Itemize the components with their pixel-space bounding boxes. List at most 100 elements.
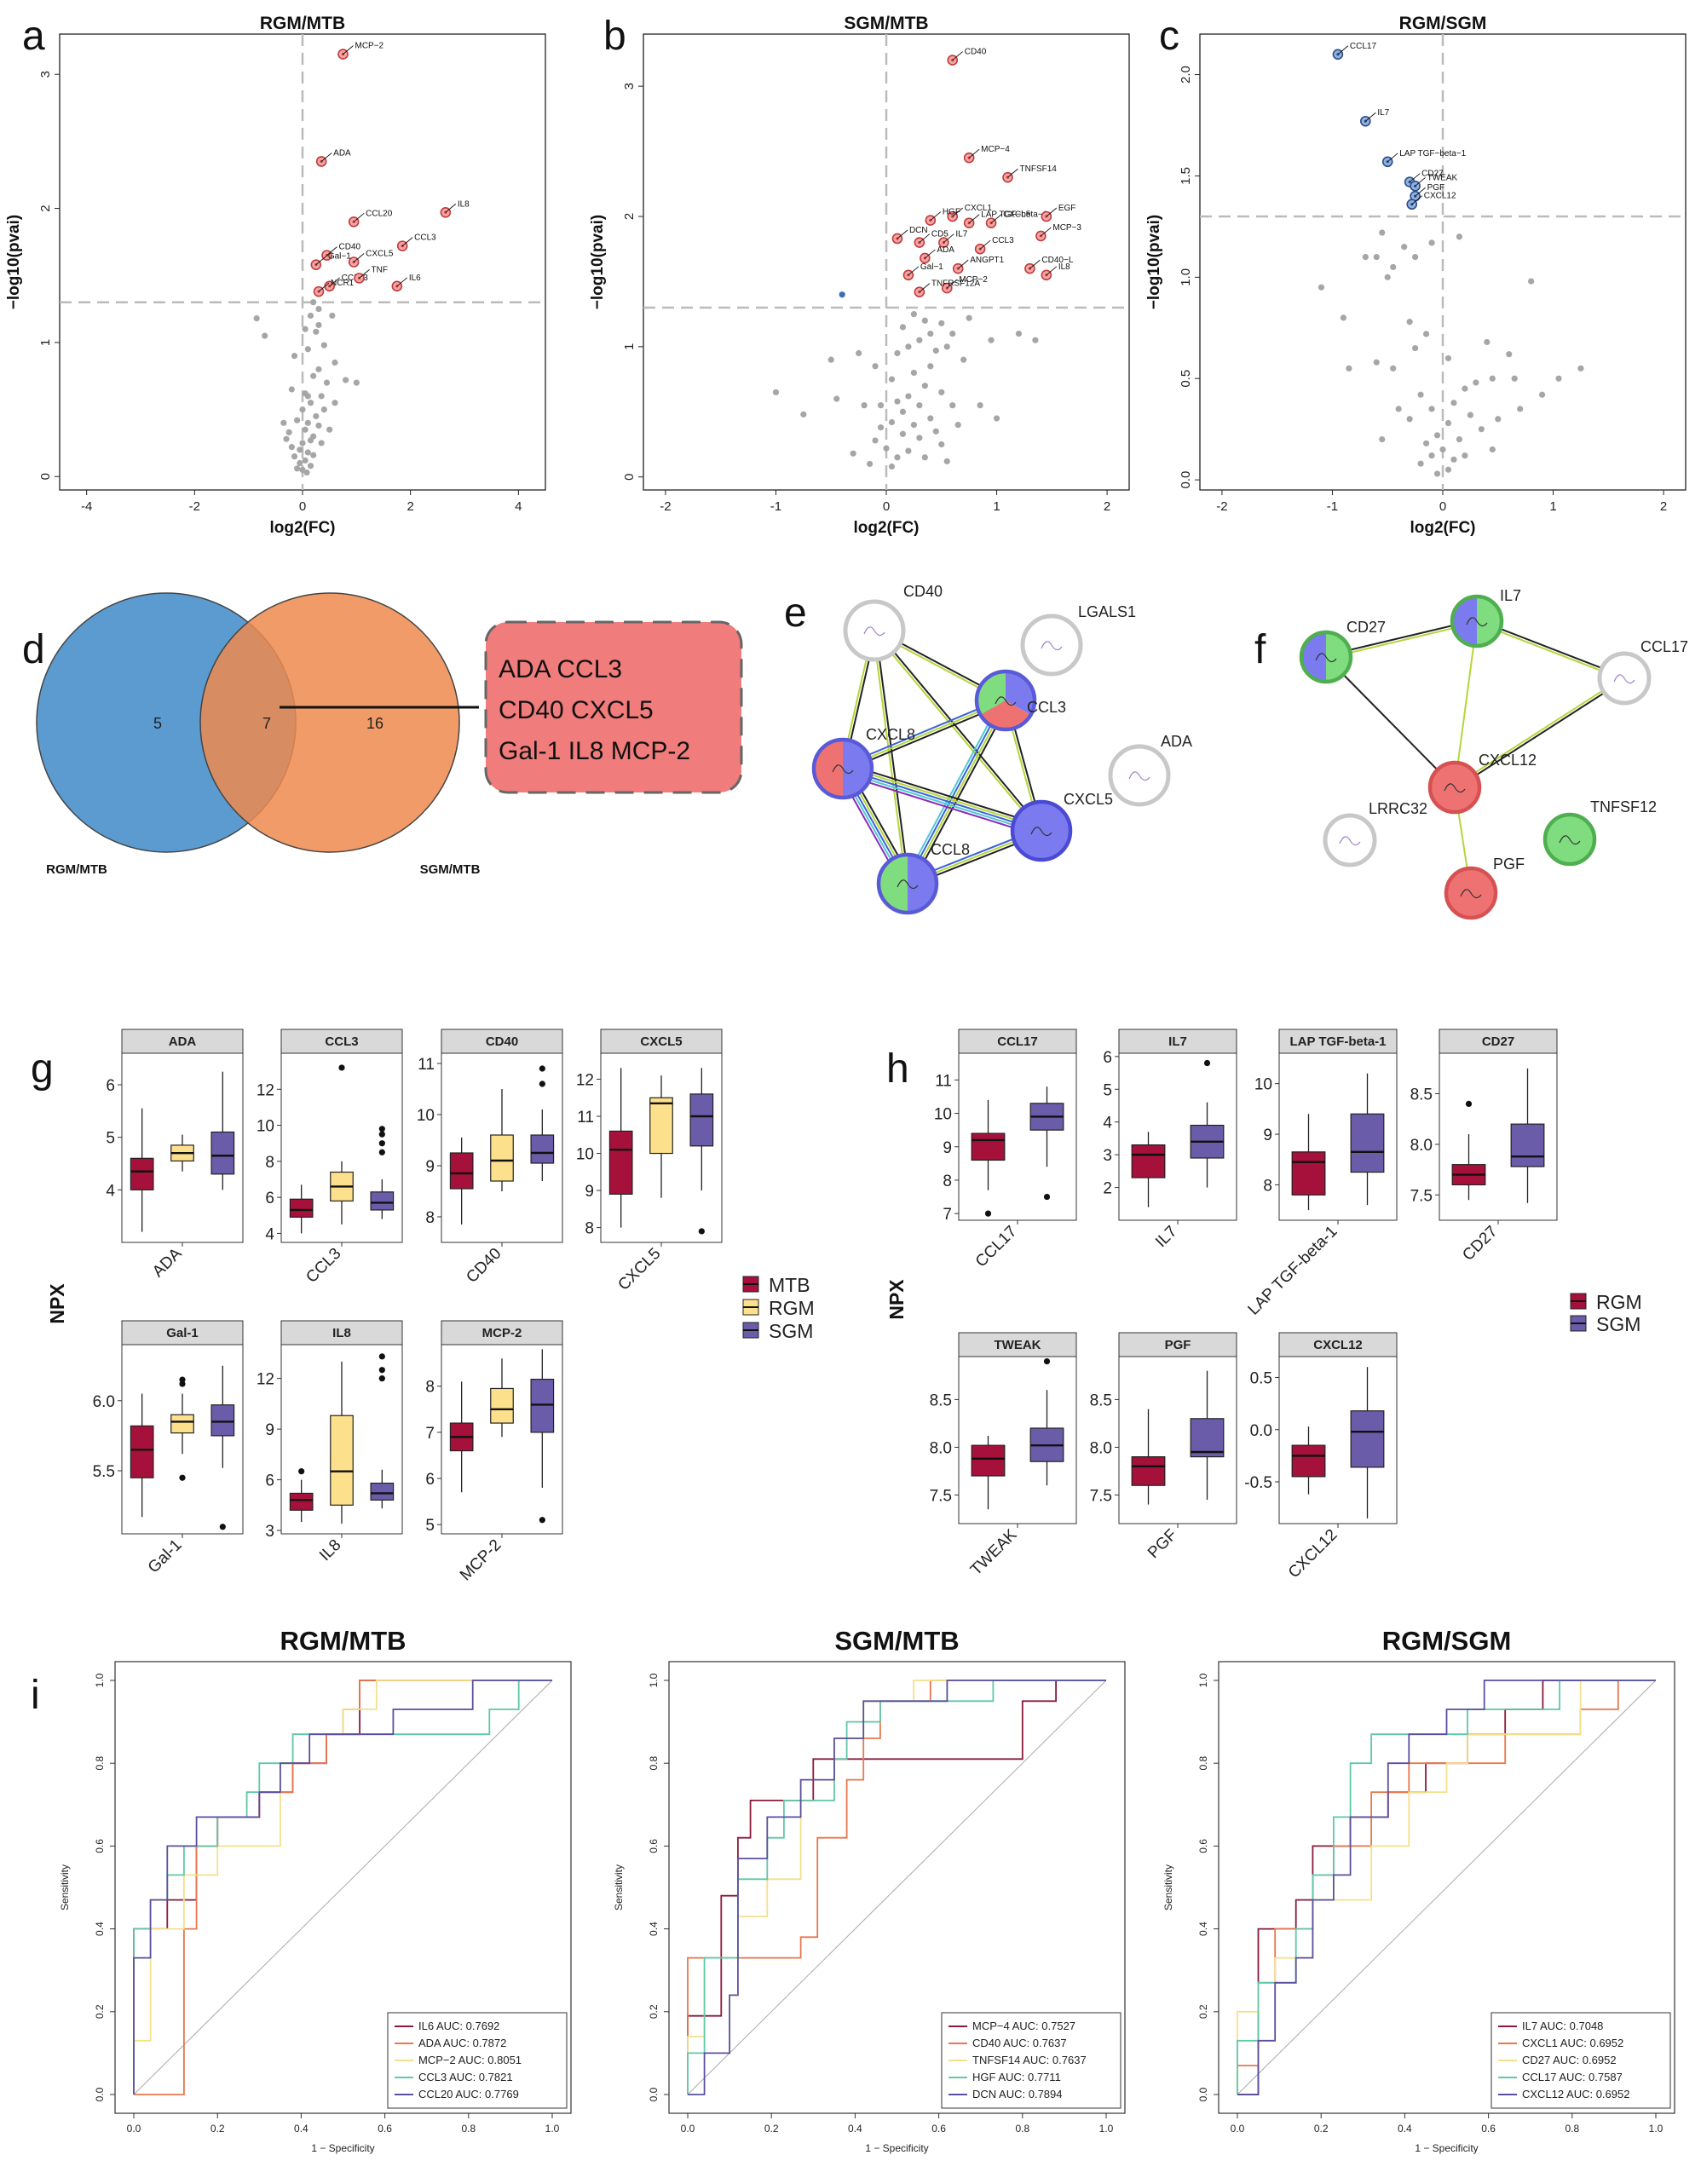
data-point: [877, 424, 885, 431]
data-point: [927, 363, 934, 370]
data-point: [921, 383, 928, 389]
data-point: [905, 393, 912, 400]
venn-box-line: ADA CCL3: [499, 655, 622, 683]
network-edge: [842, 768, 1042, 832]
data-point: [954, 421, 961, 429]
legend-label: CCL17 AUC: 0.7587: [1522, 2071, 1623, 2083]
label-leader: [1415, 176, 1426, 187]
y-tick-label: 6: [1103, 1049, 1112, 1067]
y-tick-label: 8: [943, 1173, 952, 1190]
facet-title: Gal-1: [166, 1326, 199, 1340]
facet-title: CCL3: [325, 1034, 358, 1049]
data-point: [943, 343, 950, 350]
data-point: [856, 349, 862, 357]
x-tick-label: CCL3: [303, 1245, 344, 1287]
gene-label: NCR1: [331, 279, 355, 288]
gene-label: IL7: [955, 230, 967, 239]
box-outlier: [219, 1524, 226, 1530]
label-leader: [353, 212, 365, 222]
y-tick-label: 0.8: [1197, 1756, 1209, 1771]
data-point: [297, 459, 303, 467]
y-tick-label: 8.0: [1090, 1439, 1112, 1457]
data-point: [905, 447, 912, 454]
data-point: [303, 469, 310, 476]
data-point: [899, 324, 907, 331]
facet-strip: [1118, 1332, 1237, 1357]
gene-label: ADA: [333, 148, 351, 158]
box-iqr: [649, 1097, 673, 1155]
label-leader: [952, 51, 964, 61]
x-tick-label: 0.2: [1314, 2123, 1329, 2135]
x-tick-label: 1: [1549, 499, 1556, 514]
y-tick-label: 1: [38, 339, 53, 346]
network-node: [1450, 594, 1504, 648]
data-point: [938, 441, 945, 448]
label-leader: [318, 282, 330, 292]
x-tick-label: -1: [1327, 499, 1338, 514]
data-point: [302, 457, 308, 464]
y-tick-label: 3: [622, 83, 637, 89]
box-outlier: [179, 1380, 186, 1387]
label-leader: [1041, 227, 1052, 237]
boxplots-g: ADA 4 5 6 ADA CCL3 4 6 8 10 12 CCL3 CD40 8 9 10 11 CD40 CX…: [46, 1029, 815, 1584]
box-iqr: [971, 1132, 1006, 1161]
data-point: [253, 314, 260, 322]
y-tick-label: 7.5: [1090, 1487, 1112, 1505]
box-outlier: [338, 1064, 345, 1071]
box-outlier: [1203, 1059, 1211, 1067]
box-iqr: [130, 1425, 154, 1478]
node-structure-icon: [1559, 835, 1581, 845]
y-tick-label: 1.0: [94, 1673, 106, 1687]
x-tick-label: CXCL12: [1285, 1526, 1341, 1582]
data-point: [1473, 379, 1479, 386]
panel-letter-i: i: [31, 1673, 40, 1718]
y-tick-label: 0.6: [1197, 1839, 1209, 1853]
label-leader: [952, 207, 964, 217]
box-outlier: [984, 1210, 992, 1217]
box-iqr: [1131, 1144, 1166, 1178]
y-tick-label: 2: [1103, 1180, 1112, 1198]
y-tick-label: 9: [1263, 1127, 1272, 1144]
data-point: [313, 412, 320, 420]
diagonal-reference: [687, 1680, 1107, 2095]
box-facet: LAP TGF-beta-1 8 9 10 LAP TGF-beta-1: [1245, 1029, 1398, 1319]
facet-title: PGF: [1165, 1338, 1191, 1352]
gene-label: Gal−1: [920, 262, 943, 272]
venn-box-line: CD40 CXCL5: [499, 696, 654, 724]
gene-label: ANGPT1: [970, 256, 1004, 265]
gene-label: CCL17: [1350, 42, 1377, 51]
x-tick-label: 0: [1439, 499, 1446, 514]
y-tick-label: 8.5: [930, 1392, 952, 1409]
plot-title: RGM/SGM: [1399, 14, 1487, 33]
y-tick-label: 8.5: [1090, 1392, 1112, 1409]
gene-label: CD5: [931, 230, 949, 239]
network-edge: [872, 631, 908, 885]
y-tick-label: 10: [934, 1106, 952, 1124]
panel-letter-h: h: [886, 1046, 909, 1092]
box-iqr: [289, 1492, 314, 1511]
node-label: CCL8: [931, 841, 970, 858]
x-tick-label: -2: [660, 499, 671, 514]
y-tick-label: 1: [622, 343, 637, 350]
facet-title: CD40: [486, 1034, 518, 1049]
gene-label: DCN: [909, 226, 928, 235]
network-f: CD27 IL7 CCL17 CXCL12 LRRC32 TNFSF12 PGF: [1299, 587, 1688, 920]
label-leader: [396, 277, 408, 287]
y-tick-label: 6: [425, 1471, 435, 1489]
data-point: [927, 330, 934, 337]
data-point: [307, 437, 314, 444]
y-tick-label: 0.6: [648, 1839, 660, 1853]
node-slice: [1301, 632, 1326, 682]
data-point: [315, 321, 322, 329]
data-point: [329, 312, 336, 320]
y-axis-title: NPX: [46, 1283, 68, 1324]
y-axis-title: −log10(pvai): [589, 215, 607, 309]
y-tick-label: 0.0: [1250, 1422, 1272, 1440]
box-iqr: [1190, 1418, 1225, 1458]
data-point: [262, 332, 268, 339]
data-point: [932, 428, 939, 435]
volcano-plots: RGM/MTB log2(FC) −log10(pvai) -4 -2 0 2 4 0 1 2 3 MC…: [5, 14, 1687, 537]
facet-strip: [441, 1029, 563, 1054]
volcano-a: RGM/MTB log2(FC) −log10(pvai) -4 -2 0 2 4 0 1 2 3 MC…: [5, 14, 546, 537]
node-label: ADA: [1161, 733, 1192, 750]
